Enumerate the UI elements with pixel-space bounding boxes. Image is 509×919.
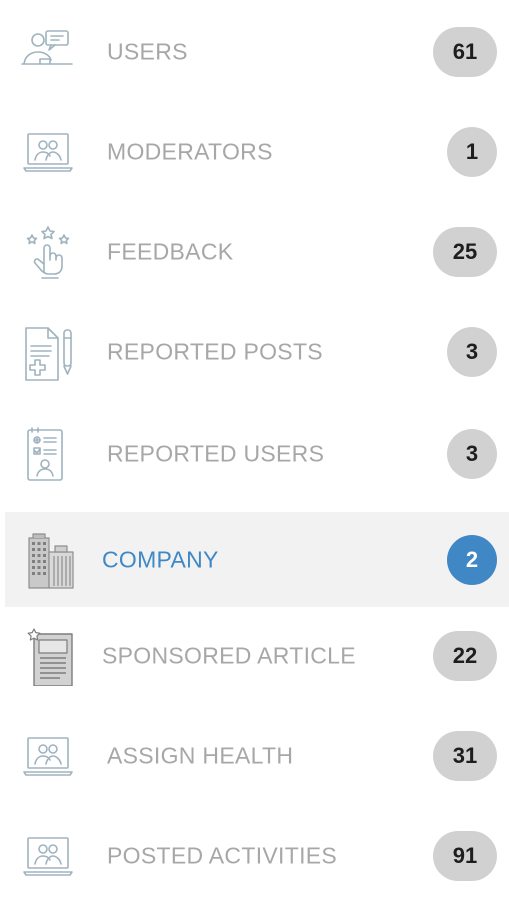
- count-badge: 2: [447, 534, 497, 585]
- menu-item-label: USERS: [107, 38, 188, 65]
- menu-item-posted-activities[interactable]: POSTED ACTIVITIES 91: [0, 806, 509, 906]
- menu-item-company[interactable]: COMPANY 2: [5, 512, 509, 607]
- monitor-people-icon: [18, 828, 78, 886]
- building-icon: [25, 532, 85, 590]
- menu-item-reported-posts[interactable]: REPORTED POSTS 3: [0, 302, 509, 402]
- menu-item-users[interactable]: USERS 61: [0, 2, 509, 102]
- monitor-people-icon: [18, 124, 78, 182]
- menu-item-label: POSTED ACTIVITIES: [107, 842, 338, 869]
- menu-item-label: FEEDBACK: [107, 238, 234, 265]
- count-badge: 25: [433, 227, 497, 277]
- menu-item-label: REPORTED POSTS: [107, 338, 323, 365]
- monitor-people-icon: [18, 728, 78, 786]
- menu-item-reported-users[interactable]: REPORTED USERS 3: [0, 404, 509, 504]
- menu-item-label: REPORTED USERS: [107, 440, 325, 467]
- menu-item-label: SPONSORED ARTICLE: [102, 642, 356, 669]
- document-pen-icon: [18, 324, 78, 382]
- menu-item-label: ASSIGN HEALTH: [107, 742, 294, 769]
- user-report-icon: [18, 426, 78, 484]
- count-badge: 22: [433, 631, 497, 681]
- menu-item-feedback[interactable]: FEEDBACK 25: [0, 202, 509, 302]
- article-star-icon: [18, 628, 78, 686]
- users-chat-icon: [18, 24, 78, 82]
- menu-item-label: COMPANY: [102, 546, 219, 572]
- count-badge: 3: [447, 429, 497, 479]
- count-badge: 61: [433, 27, 497, 77]
- menu-item-sponsored-article[interactable]: SPONSORED ARTICLE 22: [0, 606, 509, 706]
- menu-item-moderators[interactable]: MODERATORS 1: [0, 102, 509, 202]
- count-badge: 3: [447, 327, 497, 377]
- menu-item-label: MODERATORS: [107, 138, 273, 165]
- hand-stars-icon: [18, 224, 78, 282]
- count-badge: 31: [433, 731, 497, 781]
- count-badge: 1: [447, 127, 497, 177]
- count-badge: 91: [433, 831, 497, 881]
- menu-item-assign-health[interactable]: ASSIGN HEALTH 31: [0, 706, 509, 806]
